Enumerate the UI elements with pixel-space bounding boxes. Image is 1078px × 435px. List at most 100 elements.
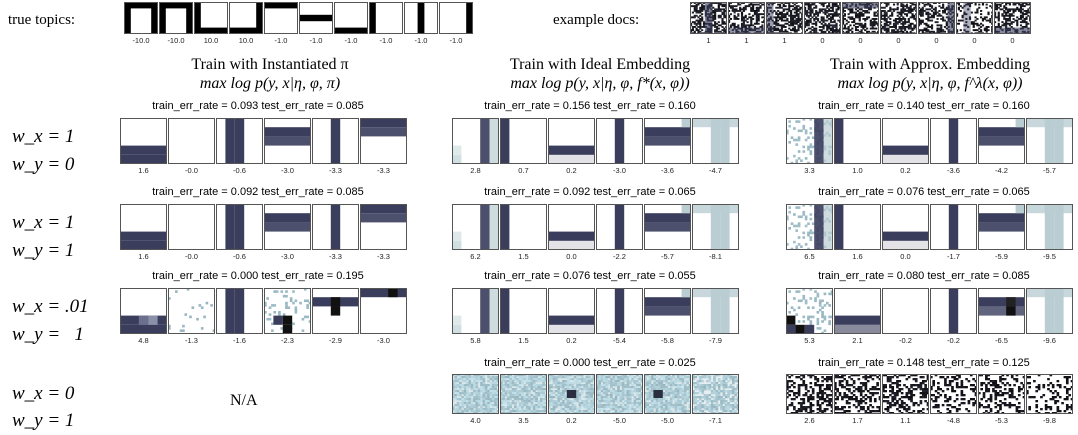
- tile-label: -2.2: [613, 252, 626, 261]
- topic-panel: 4.8 -1.3 -1.6 -2.3 -2.9 -3.0: [120, 288, 408, 345]
- topic-panel: 5.8 1.5 0.2 -5.4 -5.8 -7.9: [452, 288, 740, 345]
- tile-label: -6.5: [995, 336, 1008, 345]
- tile-label: 0.2: [566, 416, 577, 425]
- tile-label: 6.2: [470, 252, 481, 261]
- tile-label: -2.3: [281, 336, 294, 345]
- topic-tile: -2.3: [264, 288, 311, 345]
- tile-label: -3.0: [377, 336, 390, 345]
- error-rate-text: train_err_rate = 0.000 test_err_rate = 0…: [484, 357, 696, 369]
- column-title: Train with Ideal Embedding: [509, 56, 691, 73]
- tile-label: -1.0: [414, 36, 428, 45]
- topic-panel: 6.2 1.5 0.0 -2.2 -5.7 -8.1: [452, 204, 740, 261]
- tile-label: -3.3: [329, 252, 342, 261]
- topic-tile: -0.2: [930, 288, 977, 345]
- tile-label: 0: [858, 36, 863, 45]
- topic-panel: 3.3 1.0 0.2 -3.6 -4.2 -5.7: [786, 118, 1074, 175]
- topic-panel: 4.0 3.5 0.2 -5.0 -5.0 -7.1: [452, 374, 740, 425]
- tile-label: -3.0: [281, 166, 294, 175]
- tile-label: 6.5: [804, 252, 815, 261]
- tile-label: -1.0: [309, 36, 323, 45]
- topic-tile: 4.8: [120, 288, 167, 345]
- tile-label: 2.8: [470, 166, 481, 175]
- topic-tile: -1.3: [168, 288, 215, 345]
- topic-tile: -5.8: [644, 288, 691, 345]
- topic-tile: 1: [766, 2, 803, 45]
- topic-tile: -0.6: [216, 118, 263, 175]
- true-topics-strip: -10.0 -10.0 10.0 10.0 -1.0 -1.0 -1.0 -1.0 -1.0 -1…: [124, 2, 474, 45]
- tile-label: -5.9: [995, 252, 1008, 261]
- topic-tile: 0: [842, 2, 879, 45]
- tile-label: 2.1: [852, 336, 863, 345]
- topic-tile: 0: [804, 2, 841, 45]
- topic-tile: -10.0: [159, 2, 193, 45]
- topic-tile: 10.0: [194, 2, 228, 45]
- topic-tile: -0.0: [168, 118, 215, 175]
- topic-tile: 0.0: [882, 204, 929, 261]
- topic-tile: -9.6: [1026, 288, 1073, 345]
- not-applicable-text: N/A: [230, 392, 258, 409]
- tile-label: -0.2: [899, 336, 912, 345]
- row-label-wy: w_y = 0: [12, 154, 75, 175]
- topic-tile: -3.3: [312, 204, 359, 261]
- tile-label: -4.8: [947, 416, 960, 425]
- topic-tile: -1.0: [369, 2, 403, 45]
- tile-label: -1.6: [233, 336, 246, 345]
- topic-tile: -5.3: [978, 374, 1025, 425]
- column-objective: max log p(y, x|η, φ, f*(x, φ)): [510, 75, 690, 92]
- tile-label: 1.5: [518, 336, 529, 345]
- topic-tile: 1.6: [120, 204, 167, 261]
- topic-tile: 2.6: [786, 374, 833, 425]
- tile-label: -3.0: [281, 252, 294, 261]
- tile-label: 4.8: [138, 336, 149, 345]
- topic-tile: 0: [918, 2, 955, 45]
- tile-label: -3.6: [661, 166, 674, 175]
- tile-label: -7.9: [709, 336, 722, 345]
- tile-label: -8.1: [709, 252, 722, 261]
- topic-tile: -3.3: [360, 118, 407, 175]
- tile-label: -10.0: [132, 36, 150, 45]
- topic-tile: -3.0: [264, 118, 311, 175]
- tile-label: -5.7: [661, 252, 674, 261]
- topic-tile: 1.5: [500, 288, 547, 345]
- error-rate-text: train_err_rate = 0.092 test_err_rate = 0…: [484, 186, 696, 198]
- tile-label: 0: [972, 36, 977, 45]
- topic-tile: 0: [956, 2, 993, 45]
- tile-label: -0.0: [185, 166, 198, 175]
- topic-tile: -10.0: [124, 2, 158, 45]
- tile-label: -9.6: [1043, 336, 1056, 345]
- topic-tile: -7.9: [692, 288, 739, 345]
- topic-tile: 1.1: [882, 374, 929, 425]
- topic-tile: -0.0: [168, 204, 215, 261]
- tile-label: 0.0: [566, 252, 577, 261]
- tile-label: -7.1: [709, 416, 722, 425]
- tile-label: -4.7: [709, 166, 722, 175]
- tile-label: -0.2: [947, 336, 960, 345]
- topic-panel: 2.8 0.7 0.2 -3.0 -3.6 -4.7: [452, 118, 740, 175]
- tile-label: -1.0: [344, 36, 358, 45]
- topic-tile: -9.8: [1026, 374, 1073, 425]
- error-rate-text: train_err_rate = 0.140 test_err_rate = 0…: [818, 100, 1030, 112]
- tile-label: 2.6: [804, 416, 815, 425]
- tile-label: -10.0: [167, 36, 185, 45]
- topic-tile: 1: [728, 2, 765, 45]
- tile-label: 1: [706, 36, 711, 45]
- row-label-wx: w_x = 1: [12, 126, 75, 147]
- topic-tile: 0.7: [500, 118, 547, 175]
- tile-label: -1.0: [379, 36, 393, 45]
- tile-label: -1.0: [449, 36, 463, 45]
- topic-tile: -5.7: [644, 204, 691, 261]
- topic-tile: -1.0: [264, 2, 298, 45]
- row-label-wy: w_y = 1: [12, 240, 75, 261]
- topic-tile: 6.2: [452, 204, 499, 261]
- topic-panel: 2.6 1.7 1.1 -4.8 -5.3 -9.8: [786, 374, 1074, 425]
- row-label-wy: w_y = 1: [12, 410, 75, 431]
- column-header-ideal: Train with Ideal Embedding max log p(y, …: [440, 55, 760, 93]
- topic-tile: 0: [880, 2, 917, 45]
- tile-label: -1.7: [947, 252, 960, 261]
- topic-tile: -7.1: [692, 374, 739, 425]
- tile-label: 0.2: [900, 166, 911, 175]
- column-objective: max log p(y, x|η, φ, π): [199, 75, 341, 92]
- tile-label: 0: [934, 36, 939, 45]
- column-header-approx: Train with Approx. Embedding max log p(y…: [770, 55, 1078, 93]
- error-rate-text: train_err_rate = 0.092 test_err_rate = 0…: [152, 186, 364, 198]
